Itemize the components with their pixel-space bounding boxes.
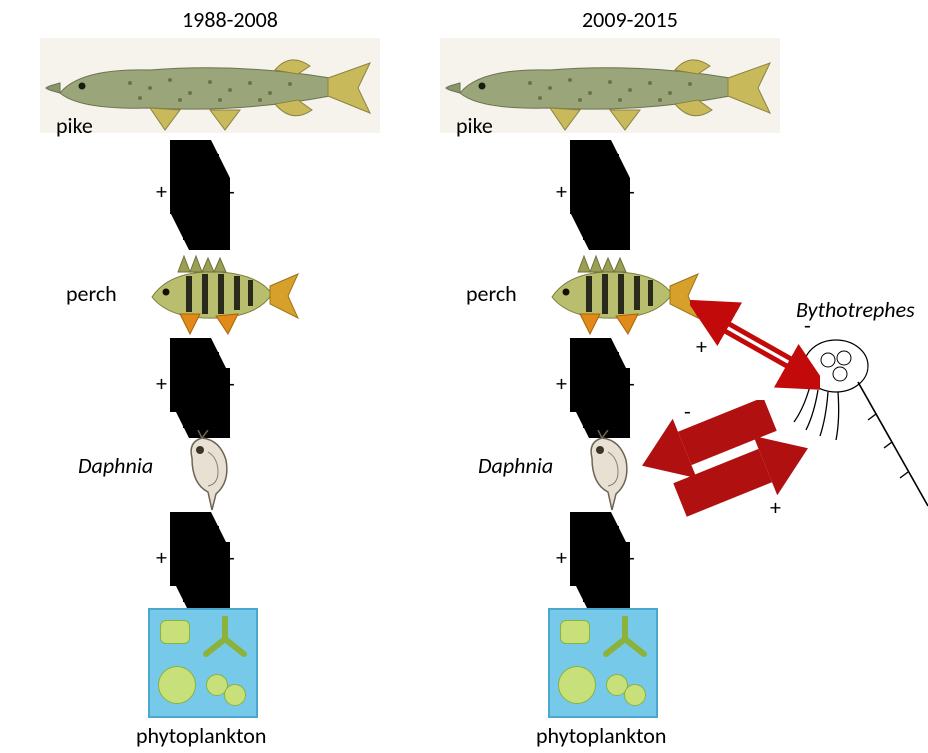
perch-icon [140, 252, 300, 337]
daphnia-label: Daphnia [78, 452, 153, 479]
arrows-daphnia-bytho-thick [640, 400, 830, 530]
daphnia-node [178, 430, 240, 515]
arrows-perch-bytho-thin [690, 300, 820, 390]
perch-label: perch [66, 280, 117, 307]
arrows-daphnia-phyto [570, 512, 630, 612]
sign-plus: + [556, 178, 567, 205]
sign-plus: + [556, 370, 567, 397]
perch-icon [540, 252, 700, 337]
panel-post-invasion: 2009-2015 pike [400, 0, 860, 753]
arrows-daphnia-phyto [170, 512, 230, 612]
arrows-perch-daphnia [170, 338, 230, 438]
sign-minus: - [628, 178, 635, 205]
pike-label: pike [456, 112, 493, 139]
sign-minus: - [228, 370, 235, 397]
sign-minus: - [684, 398, 691, 425]
phytoplankton-label: phytoplankton [536, 722, 666, 749]
sign-plus: + [770, 494, 781, 521]
perch-node [140, 252, 300, 337]
arrows-pike-perch [570, 140, 630, 250]
phytoplankton-node [548, 608, 658, 718]
sign-plus: + [156, 370, 167, 397]
sign-minus: - [628, 370, 635, 397]
phytoplankton-icon [148, 608, 258, 718]
sign-plus: + [696, 333, 707, 360]
phytoplankton-label: phytoplankton [136, 722, 266, 749]
phytoplankton-icon [548, 608, 658, 718]
daphnia-icon [578, 430, 640, 515]
sign-minus: - [228, 544, 235, 571]
period-title-post: 2009-2015 [400, 6, 860, 33]
daphnia-node [578, 430, 640, 515]
sign-plus: + [556, 544, 567, 571]
sign-minus: - [804, 312, 811, 339]
sign-minus: - [628, 544, 635, 571]
period-title-pre: 1988-2008 [0, 6, 460, 33]
perch-node [540, 252, 700, 337]
daphnia-label: Daphnia [478, 452, 553, 479]
sign-minus: - [228, 178, 235, 205]
panel-pre-invasion: 1988-2008 pike [0, 0, 460, 753]
pike-label: pike [56, 112, 93, 139]
daphnia-icon [178, 430, 240, 515]
sign-plus: + [156, 178, 167, 205]
phytoplankton-node [148, 608, 258, 718]
sign-plus: + [156, 544, 167, 571]
arrows-pike-perch [170, 140, 230, 250]
arrows-perch-daphnia [570, 338, 630, 438]
perch-label: perch [466, 280, 517, 307]
